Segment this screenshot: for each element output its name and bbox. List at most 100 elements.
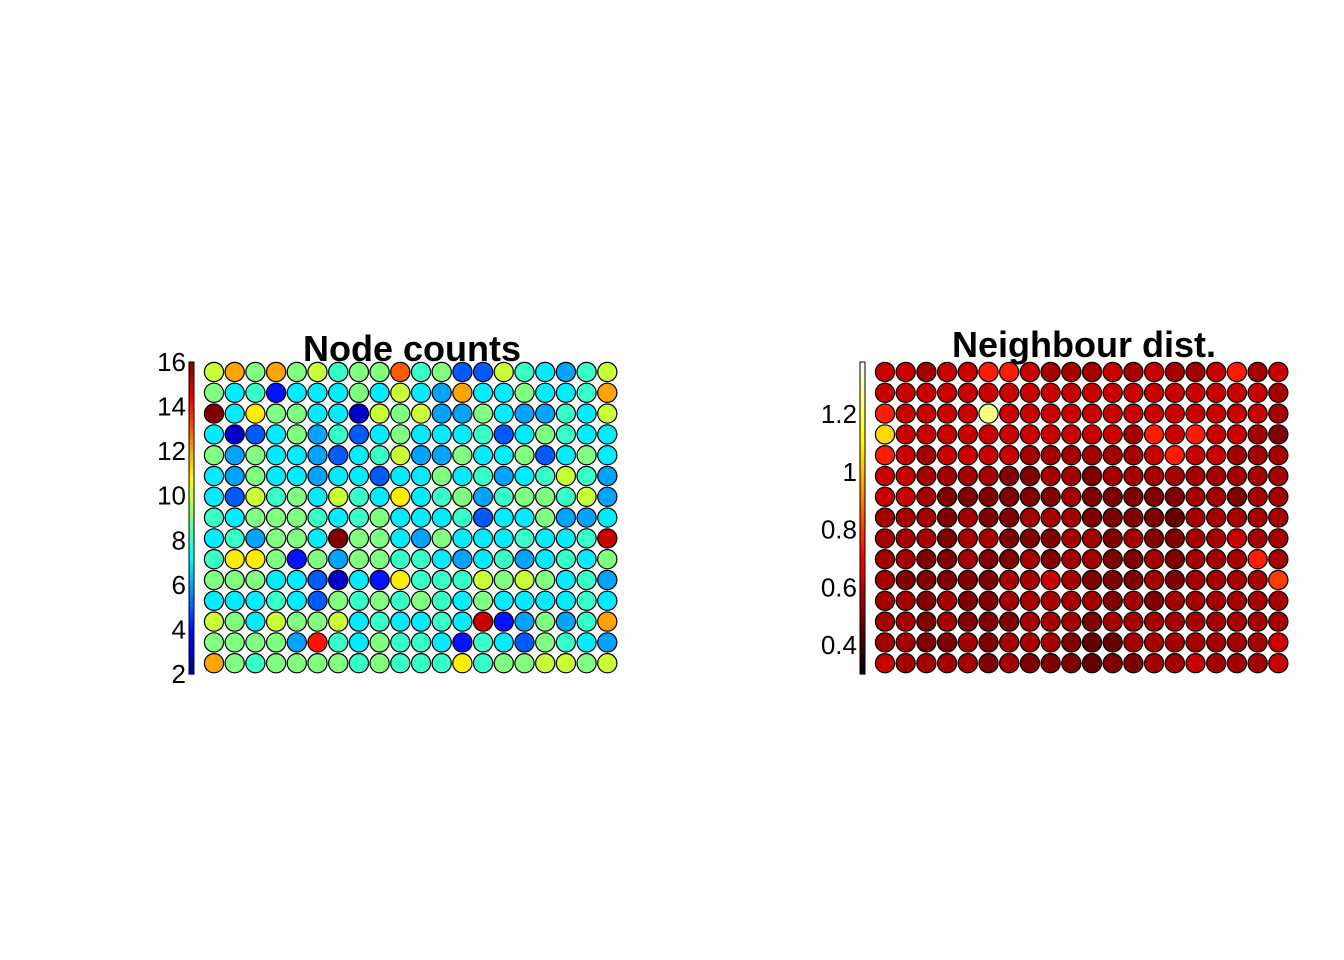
node-counts-node (348, 486, 370, 507)
neighbour-dist-colorbar-segment (860, 502, 865, 509)
node-counts-node (307, 424, 328, 445)
node-counts-colorbar-segment (189, 512, 194, 519)
node-counts-colorbar-ticks: 2 4 6 8 10 12 14 16 (157, 347, 186, 689)
neighbour-dist-node (874, 507, 896, 528)
neighbour-dist-node (1226, 424, 1248, 445)
neighbour-dist-colorbar-segment (860, 653, 865, 659)
node-counts-node (265, 465, 287, 487)
node-counts-colorbar-segment (189, 642, 194, 649)
neighbour-dist-node (874, 549, 896, 570)
neighbour-dist-node (1081, 590, 1103, 612)
node-counts-hex-grid (203, 361, 618, 674)
neighbour-dist-node (1040, 569, 1061, 591)
neighbour-dist-node (1081, 507, 1103, 528)
neighbour-dist-node (1040, 382, 1061, 403)
neighbour-dist-node (874, 611, 896, 632)
node-counts-node (245, 590, 266, 612)
node-counts-colorbar-segment (189, 481, 194, 488)
neighbour-dist-colorbar-frame (859, 361, 866, 675)
neighbour-dist-colorbar-segment (860, 419, 865, 425)
neighbour-dist-node (978, 445, 999, 466)
node-counts-node (597, 653, 618, 674)
node-counts-node (410, 549, 432, 570)
node-counts-node (328, 632, 349, 653)
neighbour-dist-colorbar-segment (860, 486, 865, 493)
node-counts-node (348, 632, 370, 653)
neighbour-dist-node (1143, 465, 1165, 487)
node-counts-node (265, 569, 287, 591)
neighbour-dist-node (1061, 632, 1082, 653)
node-counts-node (224, 403, 245, 424)
node-counts-node (369, 507, 390, 528)
neighbour-dist-node (978, 528, 999, 549)
node-counts-node (265, 403, 287, 424)
neighbour-dist-colorbar-segment (860, 445, 865, 451)
neighbour-dist-node (1205, 653, 1227, 674)
node-counts-node (390, 424, 411, 445)
node-counts-colorbar-segment (189, 601, 194, 607)
neighbour-dist-node (1102, 445, 1123, 466)
node-counts-node (535, 486, 556, 507)
neighbour-dist-node (1143, 507, 1165, 528)
node-counts-node (452, 549, 473, 570)
neighbour-dist-node (1081, 465, 1103, 487)
node-counts-node (410, 424, 432, 445)
node-counts-node (452, 486, 473, 507)
neighbour-dist-node (1040, 424, 1061, 445)
node-counts-node (597, 507, 618, 528)
neighbour-dist-node (978, 569, 999, 591)
neighbour-dist-colorbar-segment (860, 606, 865, 613)
node-counts-node (493, 486, 514, 507)
node-counts-colorbar-tick-label: 6 (172, 570, 186, 600)
neighbour-dist-node (1164, 632, 1186, 653)
node-counts-node (245, 465, 266, 487)
node-counts-node (493, 403, 514, 424)
node-counts-node (555, 361, 577, 383)
node-counts-node (597, 382, 618, 403)
node-counts-node (245, 424, 266, 445)
neighbour-dist-node (1268, 569, 1289, 591)
neighbour-dist-node (1268, 382, 1289, 403)
neighbour-dist-node (1061, 403, 1082, 424)
neighbour-dist-node (1102, 507, 1123, 528)
neighbour-dist-node (1185, 424, 1206, 445)
neighbour-dist-colorbar-tick-label: 1 (843, 457, 857, 487)
neighbour-dist-node (1185, 653, 1206, 674)
node-counts-node (597, 611, 618, 632)
node-counts-node (369, 549, 390, 570)
neighbour-dist-node (1164, 465, 1186, 487)
node-counts-node (348, 653, 370, 674)
neighbour-dist-node (916, 424, 937, 445)
node-counts-node (514, 611, 535, 632)
node-counts-colorbar-segment (189, 466, 194, 472)
neighbour-dist-node (1143, 528, 1165, 549)
neighbour-dist-node (1164, 361, 1186, 383)
node-counts-node (472, 382, 494, 403)
node-counts-node (597, 424, 618, 445)
node-counts-node (452, 653, 473, 674)
neighbour-dist-node (1061, 465, 1082, 487)
neighbour-dist-node (999, 445, 1020, 466)
node-counts-node (431, 611, 452, 632)
node-counts-node (348, 361, 370, 383)
node-counts-node (265, 549, 287, 570)
node-counts-colorbar-segment (189, 414, 194, 420)
neighbour-dist-node (1185, 590, 1206, 612)
node-counts-colorbar-frame (188, 361, 195, 675)
neighbour-dist-node (1205, 590, 1227, 612)
node-counts-node (307, 549, 328, 570)
neighbour-dist-node (1185, 569, 1206, 591)
node-counts-node (328, 382, 349, 403)
node-counts-node (265, 361, 287, 383)
neighbour-dist-node (999, 424, 1020, 445)
node-counts-colorbar-segment (189, 658, 194, 665)
neighbour-dist-panel: 0.4 0.6 0.8 1 1.2 Neighbour dist. (821, 324, 1289, 675)
node-counts-colorbar-segment (189, 627, 194, 633)
neighbour-dist-node (916, 549, 937, 570)
node-counts-colorbar-segment (189, 450, 194, 457)
neighbour-dist-node (1143, 445, 1165, 466)
neighbour-dist-node (1040, 528, 1061, 549)
neighbour-dist-node (916, 507, 937, 528)
node-counts-node (348, 465, 370, 487)
node-counts-colorbar-tick-label: 14 (157, 392, 186, 422)
